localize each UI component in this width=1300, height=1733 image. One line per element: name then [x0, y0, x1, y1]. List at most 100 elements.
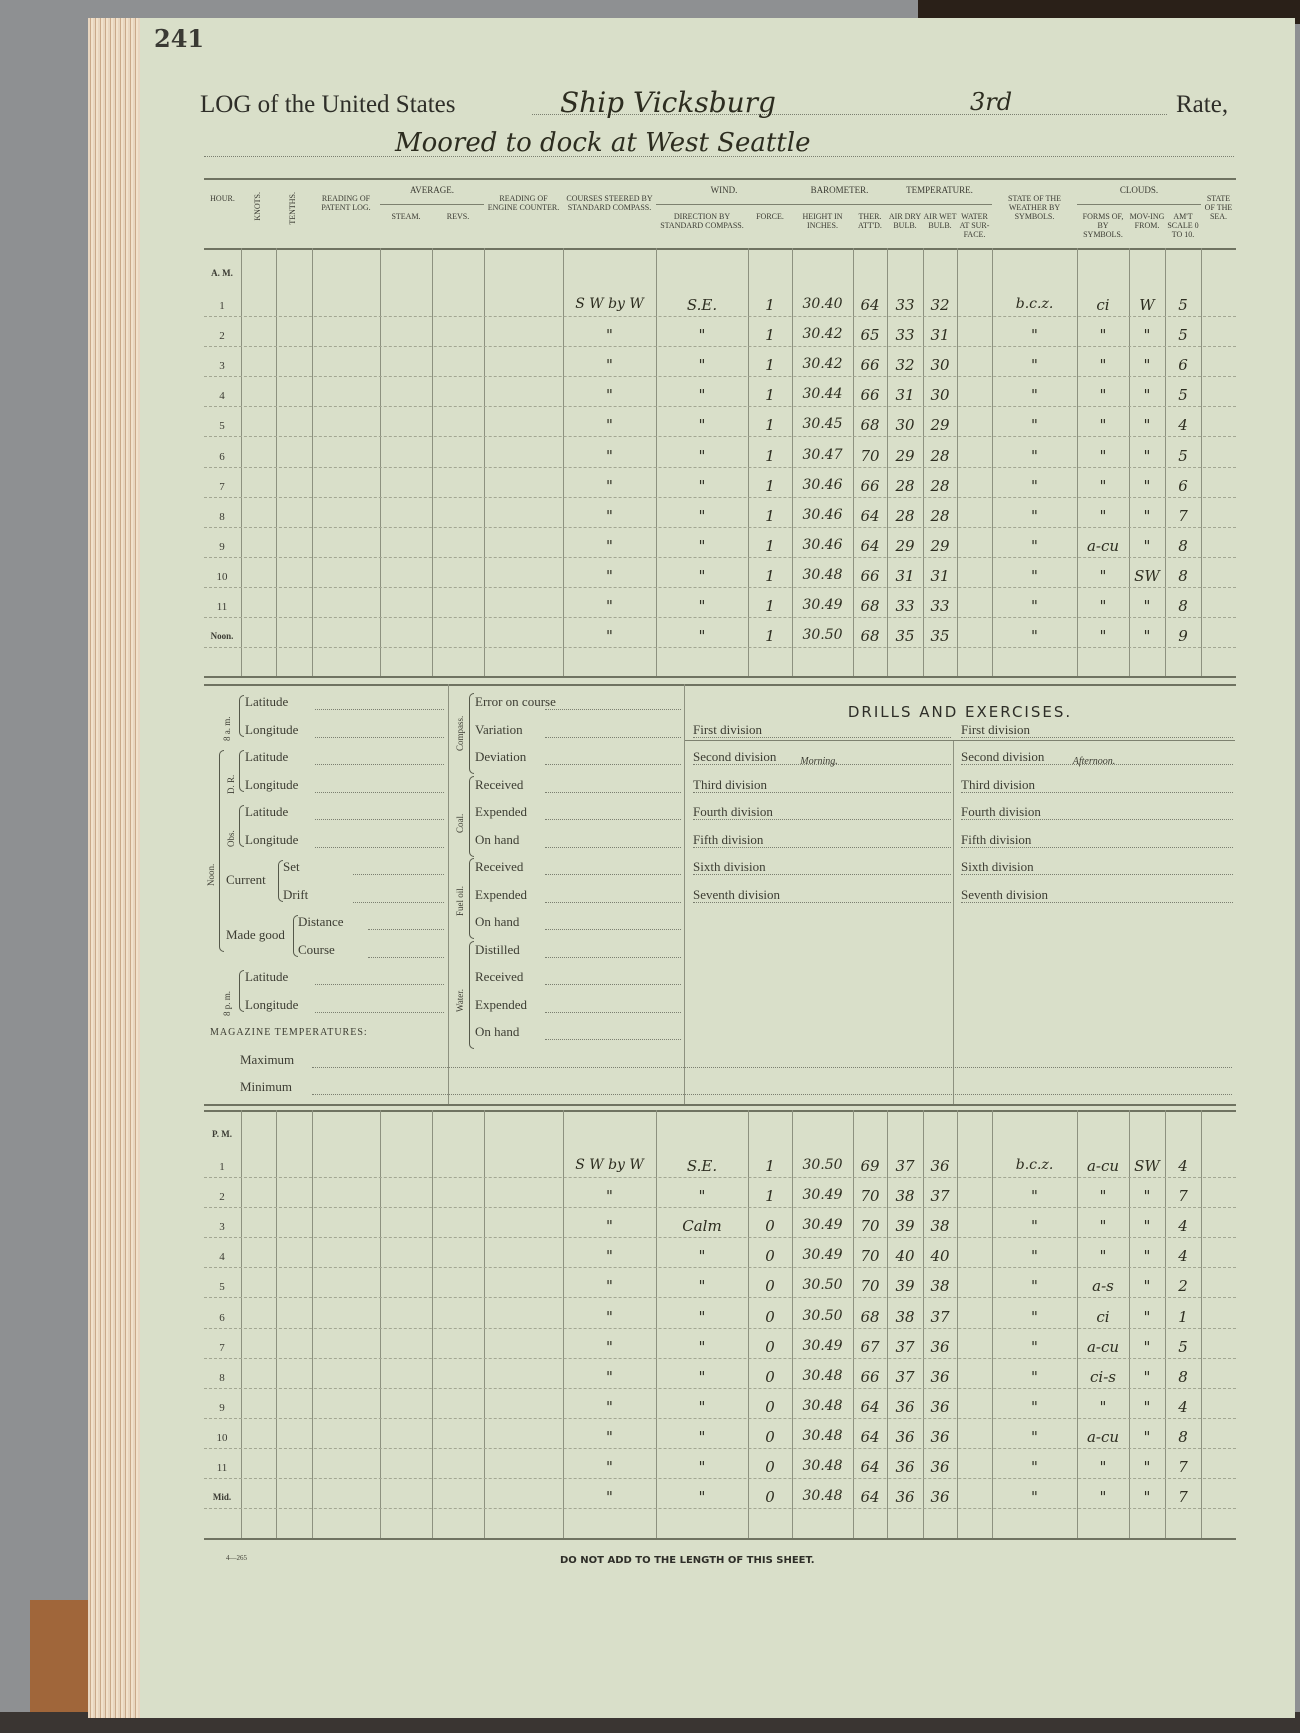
pm-weather-symbols-cell: "	[1031, 1337, 1038, 1356]
clouds-header: Clouds.	[1119, 185, 1159, 195]
stores-group-label-compass: Compass.	[455, 715, 465, 751]
dr-label: D. R.	[226, 774, 236, 794]
pm-air-dry-bulb-cell: 36	[895, 1397, 915, 1416]
am-air-wet-bulb-cell: 29	[930, 416, 950, 435]
column-header-steam: Steam.	[391, 212, 421, 221]
pm-wind-force-cell: 0	[765, 1307, 775, 1326]
pm-cloud-forms-cell: a-cu	[1086, 1337, 1120, 1356]
pm-thermometer-attached-cell: 70	[860, 1217, 880, 1236]
position-entry-line	[315, 984, 444, 985]
pm-column-divider	[748, 1110, 749, 1538]
am-cloud-forms-cell: "	[1099, 476, 1107, 495]
vessel-line	[532, 114, 1167, 115]
stores-group-label-coal: Coal.	[455, 813, 465, 833]
afternoon-division-line	[961, 791, 1233, 793]
am-wind-force-cell: 1	[765, 446, 775, 465]
pm-air-dry-bulb-cell: 39	[895, 1217, 915, 1236]
pm-thermometer-attached-cell: 67	[860, 1337, 880, 1356]
am-cloud-moving-from-cell: "	[1143, 416, 1151, 435]
am-bottom-rule	[204, 676, 1236, 678]
am-row-rule	[204, 436, 1236, 438]
am-thermometer-attached-cell: 65	[860, 326, 880, 345]
pm-cloud-moving-from-cell: "	[1143, 1427, 1151, 1446]
log-title: LOG of the United States	[200, 91, 456, 118]
pm-thermometer-attached-cell: 64	[860, 1458, 880, 1476]
position-entry-line	[315, 1011, 444, 1013]
pm-cloud-moving-from-cell: "	[1143, 1307, 1151, 1326]
am-thermometer-attached-cell: 64	[860, 296, 880, 314]
am-barometer-cell: 30.44	[802, 386, 843, 403]
clouds-header-rule	[1077, 204, 1201, 205]
am-air-wet-bulb-cell: 30	[930, 356, 950, 375]
column-header-wind-force: Force.	[756, 212, 784, 221]
morning-division-label: Fourth division	[693, 804, 773, 819]
column-header-sea-state: State of the sea.	[1204, 194, 1233, 221]
am-barometer-cell: 30.50	[802, 627, 843, 644]
pm-hour-label: 3	[219, 1221, 225, 1234]
am-course-steered-cell: "	[606, 627, 613, 646]
pm-course-steered-cell: "	[606, 1367, 613, 1386]
am-air-dry-bulb-cell: 29	[895, 536, 915, 555]
am-thermometer-attached-cell: 64	[860, 536, 880, 555]
pm-cloud-amount-cell: 1	[1178, 1307, 1188, 1326]
am-air-dry-bulb-cell: 31	[895, 386, 915, 405]
pm-cloud-amount-cell: 5	[1178, 1337, 1188, 1356]
am-row-rule	[204, 346, 1236, 348]
pm-air-wet-bulb-cell: 36	[930, 1458, 950, 1476]
am-cloud-amount-cell: 5	[1178, 386, 1188, 405]
8am-label: 8 a. m.	[222, 716, 232, 741]
stores-entry-line	[545, 901, 681, 903]
am-cloud-moving-from-cell: "	[1143, 326, 1151, 345]
stores-label: Received	[475, 859, 524, 874]
column-header-water-surface: Water at sur-face.	[959, 212, 990, 239]
pm-cloud-moving-from-cell: "	[1143, 1277, 1151, 1296]
morning-division-line	[693, 764, 951, 765]
pm-row-rule	[204, 1417, 1236, 1419]
am-air-dry-bulb-cell: 28	[895, 476, 915, 495]
am-cloud-moving-from-cell: "	[1143, 476, 1151, 495]
pm-column-divider	[923, 1110, 924, 1538]
am-weather-symbols-cell: "	[1031, 476, 1038, 495]
rate-label: Rate,	[1176, 91, 1229, 118]
am-wind-direction-cell: "	[698, 566, 706, 585]
stores-entry-line	[545, 736, 681, 738]
am-weather-symbols-cell: "	[1031, 356, 1038, 375]
am-course-steered-cell: "	[606, 476, 613, 495]
am-weather-symbols-cell: "	[1031, 597, 1038, 615]
drills-title: DRILLS AND EXERCISES.	[847, 703, 1073, 721]
pm-cloud-moving-from-cell: "	[1143, 1488, 1151, 1507]
pm-column-divider	[241, 1110, 242, 1538]
am-course-steered-cell: "	[606, 326, 613, 345]
pm-course-steered-cell: "	[606, 1458, 613, 1476]
am-column-divider	[1129, 248, 1130, 676]
pm-top-rule	[204, 1110, 1236, 1112]
am-air-dry-bulb-cell: 33	[895, 296, 915, 314]
am-thermometer-attached-cell: 68	[860, 627, 880, 646]
am-air-dry-bulb-cell: 33	[895, 597, 915, 615]
pm-wind-direction-cell: "	[698, 1397, 706, 1416]
pm-barometer-cell: 30.49	[802, 1187, 843, 1204]
noon-label: Noon.	[206, 863, 216, 886]
position-label: Longitude	[245, 831, 299, 847]
afternoon-division-label: Sixth division	[961, 859, 1034, 874]
position-label: Longitude	[245, 776, 299, 792]
pm-barometer-cell: 30.49	[802, 1247, 843, 1264]
pm-air-wet-bulb-cell: 36	[930, 1427, 950, 1446]
am-wind-direction-cell: "	[698, 386, 706, 405]
am-cloud-amount-cell: 8	[1178, 566, 1188, 585]
am-cloud-forms-cell: "	[1099, 566, 1107, 585]
am-course-steered-cell: "	[606, 536, 613, 555]
am-wind-force-cell: 1	[765, 476, 775, 495]
form-number: 4—265	[226, 1554, 247, 1562]
pm-wind-direction-cell: "	[698, 1247, 706, 1266]
pm-thermometer-attached-cell: 64	[860, 1427, 880, 1446]
column-header-revs: Revs.	[446, 212, 470, 221]
am-column-divider	[563, 248, 564, 676]
am-row-rule	[204, 586, 1236, 588]
am-cloud-forms-cell: "	[1099, 627, 1107, 646]
am-cloud-amount-cell: 8	[1178, 536, 1188, 555]
am-column-divider	[853, 248, 854, 676]
brace	[469, 693, 474, 774]
pm-course-steered-cell: "	[606, 1397, 613, 1416]
stores-entry-line	[545, 984, 681, 985]
